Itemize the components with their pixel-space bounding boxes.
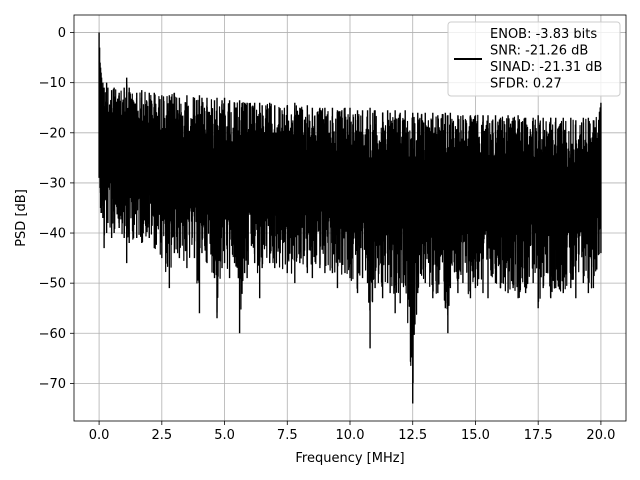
legend-entry-snr: SNR: -21.26 dB	[490, 44, 588, 59]
y-tick-label: −50	[39, 277, 66, 292]
x-tick-label: 17.5	[524, 428, 553, 443]
x-tick-label: 0.0	[89, 428, 110, 443]
y-axis-ticks: 0 −10 −20 −30 −40 −50 −60 −70	[39, 26, 74, 392]
x-tick-label: 10.0	[336, 428, 365, 443]
y-tick-label: −60	[39, 327, 66, 342]
x-tick-label: 5.0	[214, 428, 235, 443]
y-tick-label: −10	[39, 76, 66, 91]
data-series	[98, 32, 602, 404]
y-tick-label: −40	[39, 227, 66, 242]
x-axis-ticks: 0.0 2.5 5.0 7.5 10.0 12.5 15.0 17.5 20.0	[89, 421, 615, 443]
y-tick-label: −70	[39, 377, 66, 392]
y-tick-label: 0	[58, 26, 66, 41]
x-tick-label: 12.5	[398, 428, 427, 443]
legend: ENOB: -3.83 bits SNR: -21.26 dB SINAD: -…	[447, 21, 621, 97]
y-tick-label: −30	[39, 176, 66, 191]
x-tick-label: 7.5	[277, 428, 298, 443]
y-axis-label: PSD [dB]	[14, 189, 29, 247]
x-tick-label: 15.0	[461, 428, 490, 443]
x-axis-label: Frequency [MHz]	[295, 451, 404, 466]
x-tick-label: 20.0	[586, 428, 615, 443]
x-tick-label: 2.5	[151, 428, 172, 443]
legend-entry-enob: ENOB: -3.83 bits	[490, 27, 597, 42]
legend-entry-sinad: SINAD: -21.31 dB	[490, 60, 602, 75]
legend-entry-sfdr: SFDR: 0.27	[490, 77, 562, 92]
y-tick-label: −20	[39, 126, 66, 141]
legend-box	[447, 21, 621, 97]
